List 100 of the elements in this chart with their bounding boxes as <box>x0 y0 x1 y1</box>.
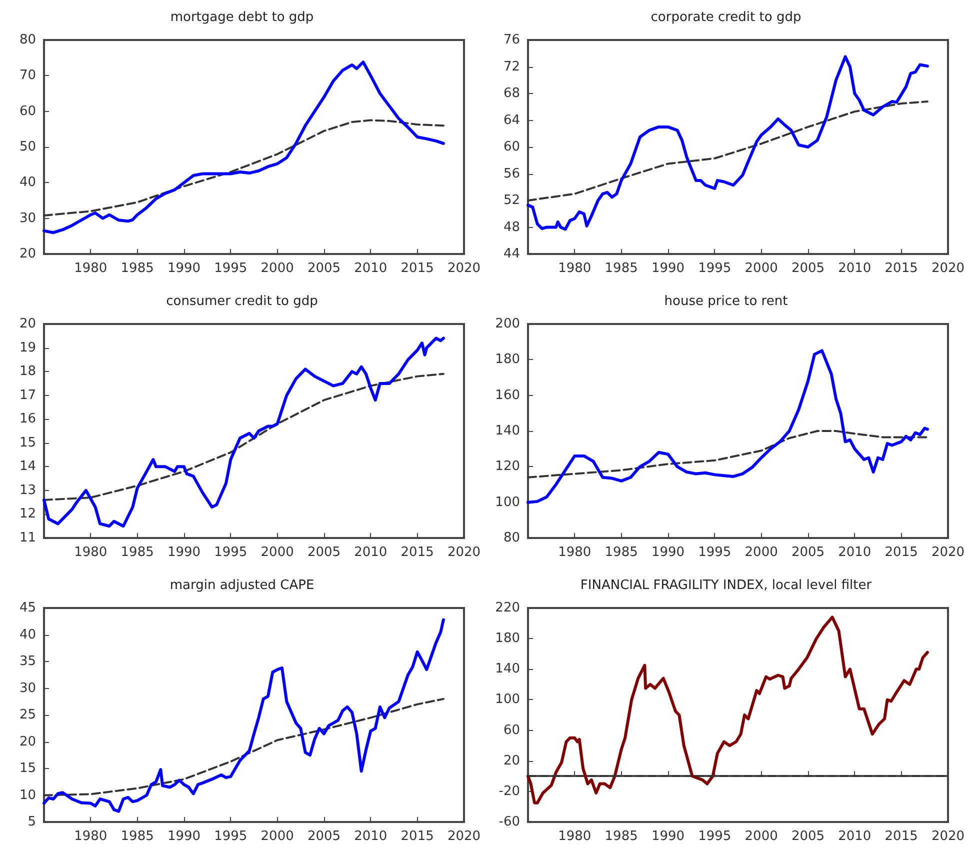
x-tick-label: 1980 <box>74 829 108 844</box>
x-tick-label: 1990 <box>651 545 685 560</box>
x-tick-label: 2005 <box>307 545 341 560</box>
y-tick-label: 30 <box>19 680 36 696</box>
x-tick-label: 2015 <box>400 829 434 844</box>
x-tick-label: 2010 <box>838 829 872 844</box>
x-tick-label: 2015 <box>884 829 918 844</box>
x-tick-label: 2015 <box>884 261 918 276</box>
line-series <box>42 618 445 813</box>
x-tick-label: 2015 <box>400 261 434 276</box>
x-tick-label: 2015 <box>400 545 434 560</box>
y-tick-label: 44 <box>503 246 520 262</box>
y-tick-label: 72 <box>503 59 520 74</box>
x-tick-label: 1980 <box>558 261 592 276</box>
y-tick-label: 18 <box>19 364 36 380</box>
chart-title: house price to rent <box>664 294 788 309</box>
y-tick-label: 180 <box>495 352 520 368</box>
x-tick-label: 2020 <box>931 261 965 276</box>
y-tick-label: 10 <box>19 788 36 803</box>
x-tick-label: 2015 <box>884 545 918 560</box>
x-tick-label: 2020 <box>447 545 481 560</box>
x-tick-label: 1995 <box>214 545 248 560</box>
line-series <box>43 119 444 216</box>
y-tick-label: 30 <box>19 210 36 226</box>
y-tick-label: 19 <box>19 340 36 356</box>
x-tick-label: 1985 <box>120 545 154 560</box>
y-tick-label: -20 <box>498 784 520 799</box>
y-tick-label: 25 <box>19 708 36 722</box>
y-tick-label: 45 <box>19 600 36 616</box>
x-tick-label: 1990 <box>167 829 201 844</box>
y-tick-label: 100 <box>495 692 520 708</box>
y-tick-label: 140 <box>495 424 520 438</box>
x-tick-label: 1995 <box>214 829 248 844</box>
chart-title: corporate credit to gdp <box>650 10 802 25</box>
y-tick-label: 220 <box>495 600 520 616</box>
x-tick-label: 2010 <box>354 545 388 560</box>
y-tick-label: 120 <box>495 459 520 474</box>
y-tick-label: 16 <box>19 412 36 427</box>
y-tick-label: 60 <box>503 140 520 154</box>
x-tick-label: 1990 <box>167 545 201 560</box>
x-tick-label: 2010 <box>354 261 388 276</box>
y-tick-label: 20 <box>19 734 36 750</box>
line-series <box>526 349 929 504</box>
x-tick-label: 1980 <box>74 545 108 560</box>
x-tick-label: 1980 <box>74 261 108 276</box>
x-tick-label: 2005 <box>307 261 341 276</box>
y-tick-label: 76 <box>503 32 520 48</box>
x-tick-label: 2010 <box>838 545 872 560</box>
line-series <box>527 430 928 478</box>
y-tick-label: -60 <box>498 814 520 830</box>
y-tick-label: 40 <box>19 627 36 642</box>
x-tick-label: 2000 <box>260 829 294 844</box>
y-tick-label: 52 <box>503 193 520 208</box>
y-tick-label: 160 <box>495 388 520 403</box>
y-tick-label: 200 <box>495 316 520 332</box>
y-tick-label: 60 <box>19 104 36 119</box>
x-tick-label: 2005 <box>791 829 825 844</box>
y-tick-label: 80 <box>503 530 520 546</box>
y-tick-label: 140 <box>495 662 520 677</box>
chart-title: mortgage debt to gdp <box>170 10 314 25</box>
y-tick-label: 20 <box>19 246 36 262</box>
chart-title: margin adjusted CAPE <box>170 578 314 593</box>
x-tick-label: 1985 <box>604 829 638 844</box>
line-series <box>527 100 928 202</box>
y-tick-label: 48 <box>503 220 520 235</box>
x-tick-label: 1995 <box>698 545 732 560</box>
x-tick-label: 2020 <box>931 829 965 844</box>
x-tick-label: 2000 <box>260 261 294 276</box>
x-tick-label: 1980 <box>558 829 592 844</box>
y-tick-label: 64 <box>503 112 520 128</box>
x-tick-label: 2005 <box>307 829 341 844</box>
y-tick-label: 20 <box>19 316 36 332</box>
y-tick-label: 35 <box>19 654 36 669</box>
y-tick-label: 70 <box>19 68 36 84</box>
y-tick-label: 15 <box>19 435 36 450</box>
line-series <box>42 60 445 234</box>
x-tick-label: 2020 <box>931 545 965 560</box>
y-tick-label: 50 <box>19 140 36 154</box>
x-tick-label: 1985 <box>120 829 154 844</box>
x-tick-label: 1985 <box>604 261 638 276</box>
x-tick-label: 2000 <box>744 261 778 276</box>
x-tick-label: 2010 <box>838 261 872 276</box>
x-tick-label: 2020 <box>447 261 481 276</box>
x-tick-label: 2005 <box>791 261 825 276</box>
x-tick-label: 1985 <box>604 545 638 560</box>
y-tick-label: 14 <box>19 459 36 474</box>
x-tick-label: 1985 <box>120 261 154 276</box>
y-tick-label: 12 <box>19 506 36 522</box>
x-tick-label: 1995 <box>698 261 732 276</box>
line-series <box>526 616 929 804</box>
line-series <box>43 372 444 501</box>
chart-title: consumer credit to gdp <box>166 294 318 309</box>
x-tick-label: 1995 <box>698 829 732 844</box>
x-tick-label: 1990 <box>167 261 201 276</box>
x-tick-label: 2005 <box>791 545 825 560</box>
x-tick-label: 1980 <box>558 545 592 560</box>
y-tick-label: 20 <box>503 753 520 768</box>
x-tick-label: 2000 <box>260 545 294 560</box>
x-tick-label: 2010 <box>354 829 388 844</box>
x-tick-label: 2000 <box>744 829 778 844</box>
